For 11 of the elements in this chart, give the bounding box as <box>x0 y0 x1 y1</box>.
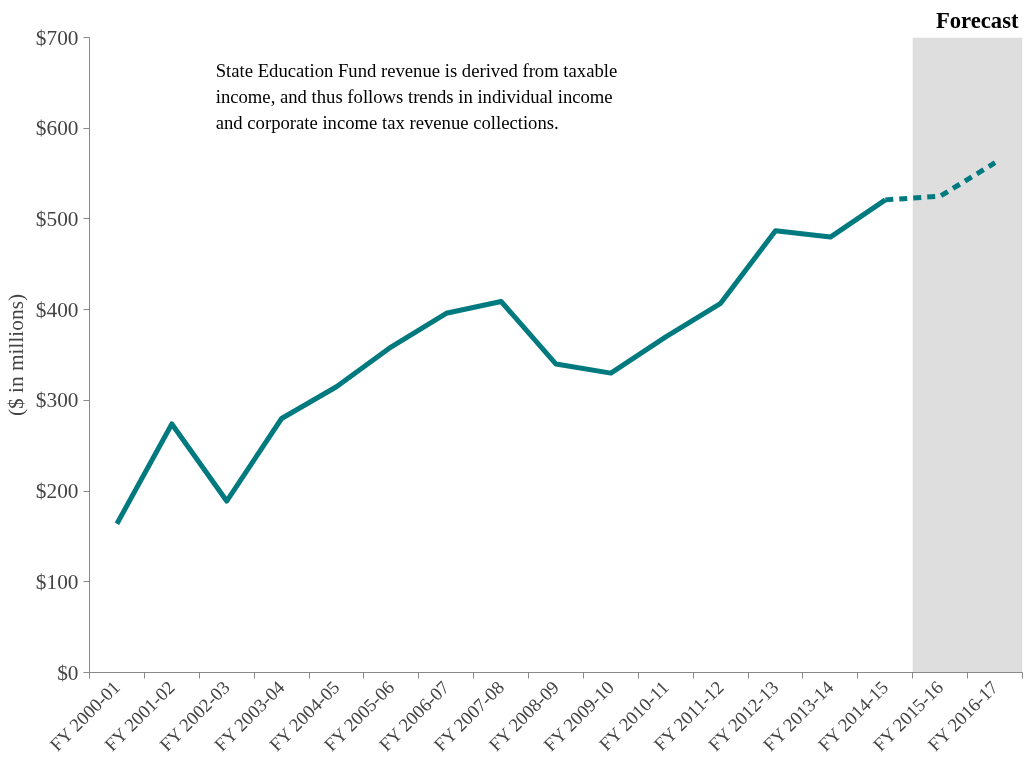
annotation: State Education Fund revenue is derived from taxable income, and thus follows trends in individual income and corporate income tax revenue collections. <box>215 59 618 134</box>
y-tick-label: $0 <box>57 660 79 685</box>
y-tick-label: $100 <box>35 569 79 594</box>
band-label: Forecast <box>935 7 1019 33</box>
y-tick-label: $600 <box>35 116 79 141</box>
y-tick-label: $700 <box>35 25 79 50</box>
y-axis-title: ($ in millions) <box>3 293 28 417</box>
y-tick-label: $300 <box>35 388 79 413</box>
y-tick-label: $500 <box>35 206 79 231</box>
y-tick-label: $400 <box>35 297 79 322</box>
y-tick-label: $200 <box>35 479 79 504</box>
